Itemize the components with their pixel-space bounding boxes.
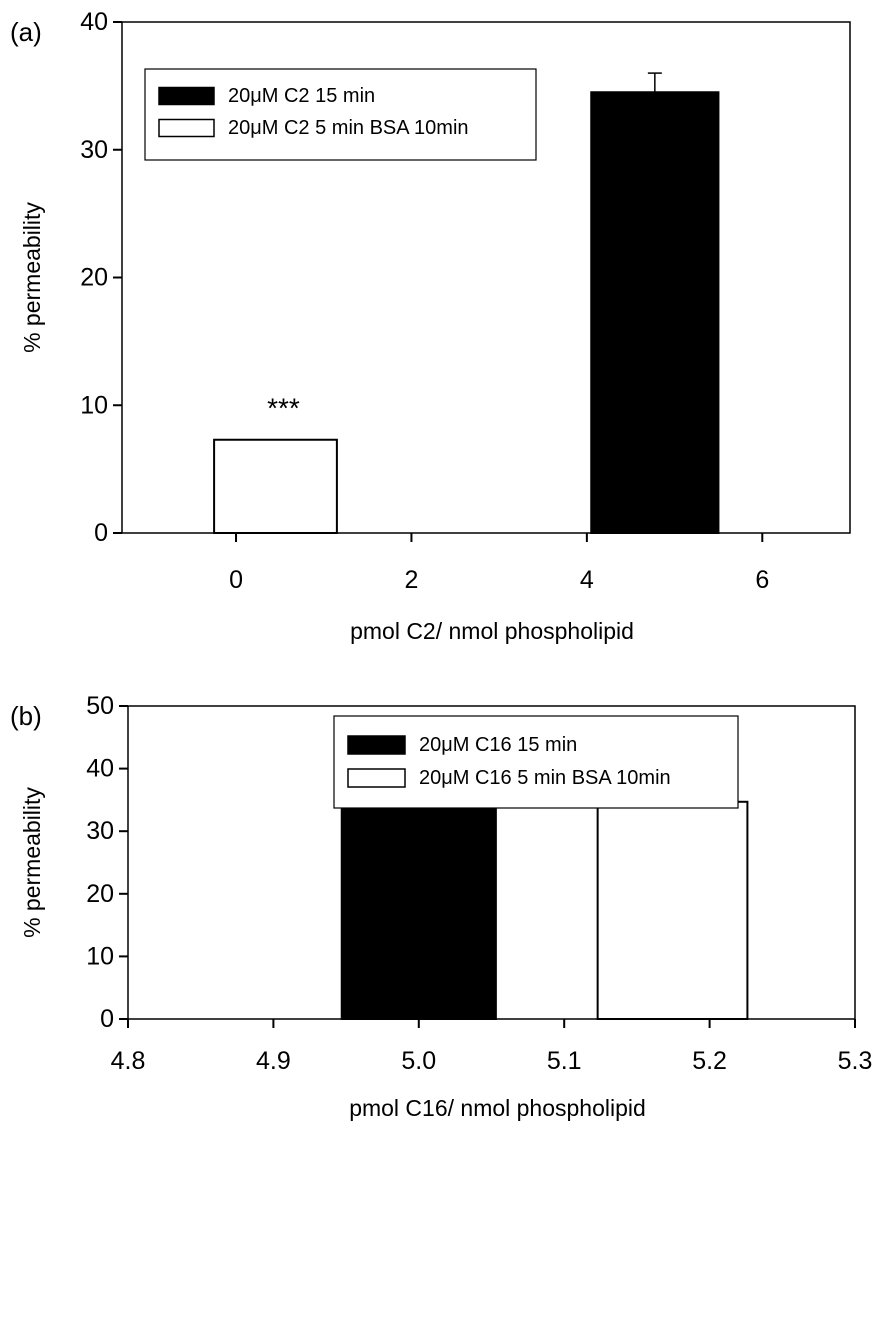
y-tick-label: 40	[86, 755, 114, 783]
x-axis-title: pmol C2/ nmol phospholipid	[350, 618, 634, 644]
y-tick-label: 10	[80, 391, 108, 419]
legend-label: 20μM C16 5 min BSA 10min	[419, 767, 671, 789]
legend-box	[333, 715, 739, 809]
x-tick-label: 4.8	[111, 1047, 146, 1075]
legend-label: 20μM C2 15 min	[228, 85, 375, 107]
y-tick-label: 50	[86, 692, 114, 720]
y-tick-label: 30	[80, 136, 108, 164]
y-tick-label: 0	[100, 1005, 114, 1033]
panel-label: (b)	[10, 701, 42, 731]
x-tick-label: 5.2	[692, 1047, 727, 1075]
significance-annotation: ***	[267, 393, 300, 424]
y-tick-label: 0	[94, 519, 108, 547]
bar	[596, 800, 749, 1021]
y-tick-label: 20	[80, 264, 108, 292]
y-tick-label: 30	[86, 817, 114, 845]
y-tick-label: 20	[86, 880, 114, 908]
x-tick-label: 6	[755, 566, 769, 594]
x-tick-label: 5.0	[401, 1047, 436, 1075]
legend-label: 20μM C2 5 min BSA 10min	[228, 117, 469, 139]
y-axis-title: % permeability	[19, 202, 45, 353]
y-axis-title: % permeability	[19, 787, 45, 938]
panel-label: (a)	[10, 17, 42, 47]
x-tick-label: 4	[580, 566, 594, 594]
x-tick-label: 0	[229, 566, 243, 594]
x-tick-label: 5.3	[838, 1047, 873, 1075]
y-tick-label: 10	[86, 942, 114, 970]
legend-swatch	[347, 768, 406, 788]
bar	[340, 805, 497, 1020]
legend-swatch	[158, 118, 215, 138]
x-tick-label: 5.1	[547, 1047, 582, 1075]
x-axis-title: pmol C16/ nmol phospholipid	[349, 1095, 646, 1121]
legend-label: 20μM C16 15 min	[419, 734, 577, 756]
bar	[213, 438, 338, 534]
bar	[590, 91, 720, 534]
legend-box	[144, 68, 537, 161]
legend-swatch	[347, 735, 406, 755]
x-tick-label: 2	[404, 566, 418, 594]
x-tick-label: 4.9	[256, 1047, 291, 1075]
y-tick-label: 40	[80, 8, 108, 36]
legend-swatch	[158, 86, 215, 106]
